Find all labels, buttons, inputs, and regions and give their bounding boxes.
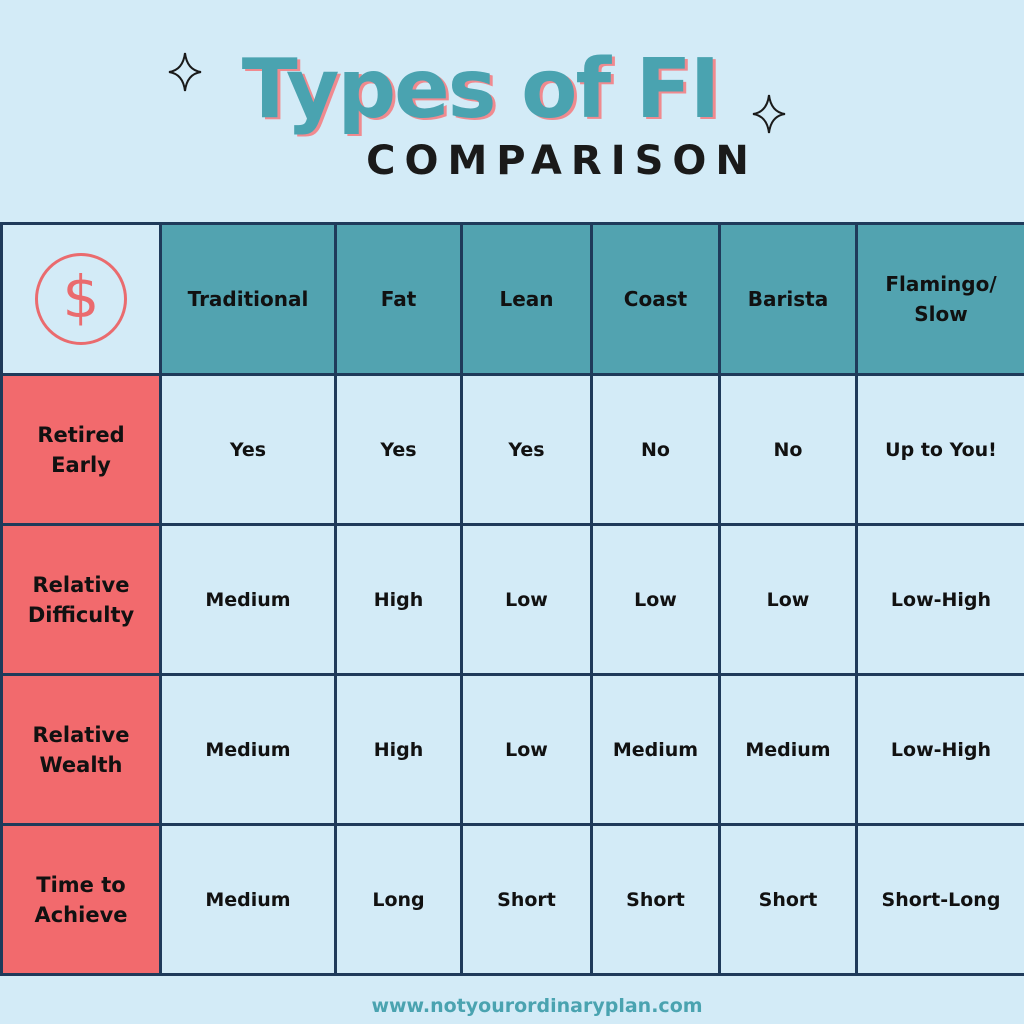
- table-row: Retired Early Yes Yes Yes No No Up to Yo…: [0, 373, 1024, 526]
- page-title: Types of FI: [241, 42, 720, 137]
- column-header-flamingo-slow: Flamingo/ Slow: [855, 222, 1024, 376]
- dollar-icon: $: [35, 253, 127, 345]
- table-row: Time to Achieve Medium Long Short Short …: [0, 823, 1024, 976]
- table-cell: Yes: [334, 373, 463, 526]
- table-cell: Short-Long: [855, 823, 1024, 976]
- table-cell: Low: [590, 523, 721, 676]
- table-cell: Medium: [159, 673, 337, 826]
- table-cell: Low: [460, 523, 593, 676]
- table-row: Relative Wealth Medium High Low Medium M…: [0, 673, 1024, 826]
- table-cell: Medium: [590, 673, 721, 826]
- row-header: Relative Difficulty: [0, 523, 162, 676]
- table-cell: Medium: [159, 523, 337, 676]
- row-header: Relative Wealth: [0, 673, 162, 826]
- column-header-fat: Fat: [334, 222, 463, 376]
- table-cell: Low: [718, 523, 858, 676]
- row-header: Time to Achieve: [0, 823, 162, 976]
- table-cell: Up to You!: [855, 373, 1024, 526]
- column-header-traditional: Traditional: [159, 222, 337, 376]
- row-header: Retired Early: [0, 373, 162, 526]
- table-cell: High: [334, 523, 463, 676]
- table-cell: Medium: [159, 823, 337, 976]
- table-cell: Short: [718, 823, 858, 976]
- table-cell: Yes: [460, 373, 593, 526]
- page-subtitle: COMPARISON: [366, 138, 758, 184]
- column-header-coast: Coast: [590, 222, 721, 376]
- table-cell: Yes: [159, 373, 337, 526]
- table-cell: No: [590, 373, 721, 526]
- table-cell: Short: [460, 823, 593, 976]
- comparison-table: $ Traditional Fat Lean Coast Barista Fla…: [0, 222, 1024, 976]
- table-row: Relative Difficulty Medium High Low Low …: [0, 523, 1024, 676]
- table-cell: Low-High: [855, 523, 1024, 676]
- page-header: Types of FI COMPARISON: [0, 0, 1024, 222]
- table-corner: $: [0, 222, 162, 376]
- sparkle-icon: [752, 94, 786, 134]
- table-cell: Short: [590, 823, 721, 976]
- table-header-row: $ Traditional Fat Lean Coast Barista Fla…: [0, 222, 1024, 376]
- footer-url: www.notyourordinaryplan.com: [371, 995, 703, 1017]
- sparkle-icon: [168, 52, 202, 92]
- table-cell: Low: [460, 673, 593, 826]
- table-cell: Long: [334, 823, 463, 976]
- table-cell: High: [334, 673, 463, 826]
- table-cell: Low-High: [855, 673, 1024, 826]
- table-cell: No: [718, 373, 858, 526]
- table-cell: Medium: [718, 673, 858, 826]
- column-header-barista: Barista: [718, 222, 858, 376]
- column-header-lean: Lean: [460, 222, 593, 376]
